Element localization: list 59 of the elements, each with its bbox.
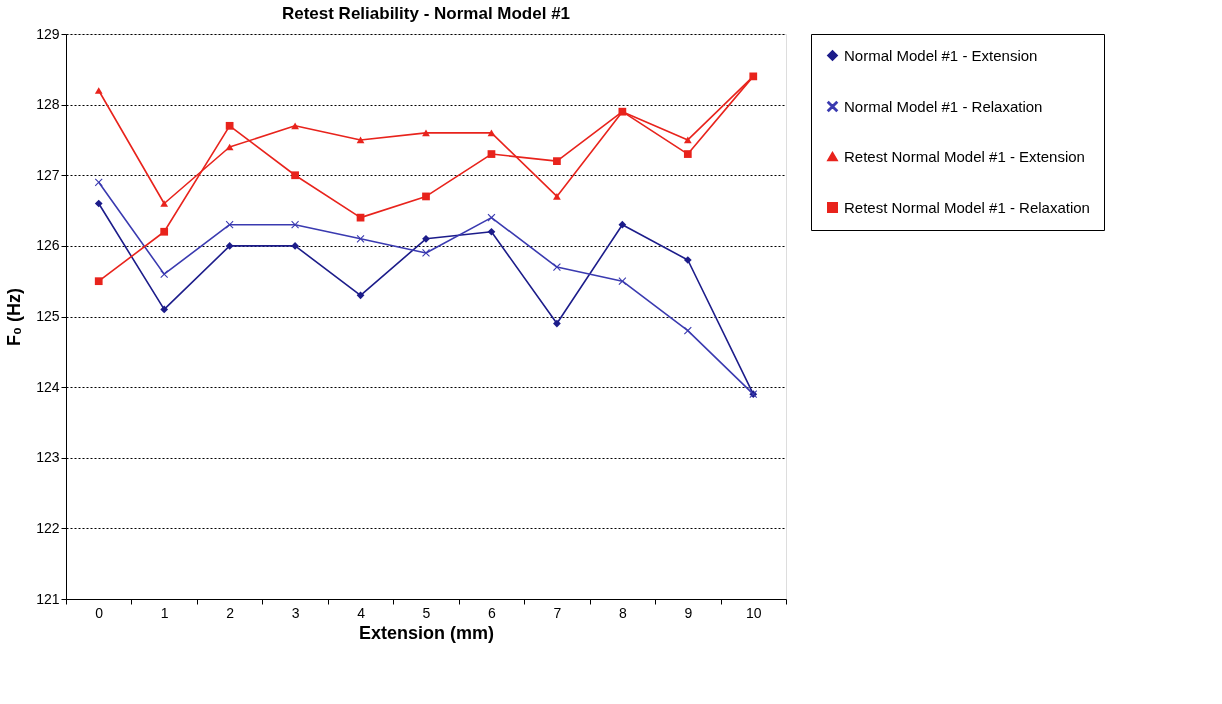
x-tick-label: 7 [553,604,562,621]
x-tick-label: 9 [684,604,693,621]
x-axis-title: Extension (mm) [358,622,495,643]
point [422,129,430,137]
x-tick-label: 8 [618,604,627,621]
y-tick-label: 129 [36,25,60,42]
y-tick-label: 128 [36,96,60,113]
point [356,234,365,243]
point [94,277,103,286]
y-tick-label: 125 [36,308,60,324]
point [225,220,234,229]
point [356,136,365,144]
point [291,242,299,250]
y-tick-label: 126 [36,237,60,254]
legend-label: Normal Model #1 - Extension [844,46,1038,64]
y-tick-label: 123 [36,449,60,466]
y-tick-label: 124 [36,378,60,395]
point [683,150,692,158]
point [160,305,169,314]
point [356,291,365,300]
point [618,220,627,229]
legend-label: Retest Normal Model #1 - Relaxation [844,198,1090,216]
x-tick-label: 4 [357,604,366,621]
point [553,157,561,165]
x-tick-label: 0 [95,604,104,621]
legend-label: Retest Normal Model #1 - Extension [844,147,1085,165]
point [422,234,430,243]
x-tick-label: 5 [422,604,431,621]
y-tick-label: 122 [36,519,60,536]
y-tick-label: 121 [36,590,60,607]
point [291,122,299,130]
point [683,256,692,264]
x-tick-label: 2 [226,604,235,621]
legend-label: Normal Model #1 - Relaxation [844,97,1043,115]
point [225,121,234,130]
x-tick-label: 3 [291,604,300,621]
point [160,200,169,207]
y-tick-label: 127 [36,166,60,183]
y-axis-title: F₀ (Hz) [4,287,25,347]
chart-title: Retest Reliability - Normal Model #1 [281,4,571,23]
point [225,242,234,250]
point [422,192,430,201]
point [160,270,169,278]
point [553,193,561,200]
x-tick-label: 10 [745,604,762,621]
x-tick-label: 1 [160,604,169,621]
point [94,87,103,94]
point [291,171,299,180]
point [94,178,103,187]
point [553,319,561,328]
point [487,129,496,137]
point [94,199,103,208]
point [291,220,299,229]
x-tick-label: 6 [488,604,497,621]
point [618,277,627,286]
point [487,227,496,236]
point [683,326,692,335]
point [487,150,496,158]
point [160,227,169,236]
